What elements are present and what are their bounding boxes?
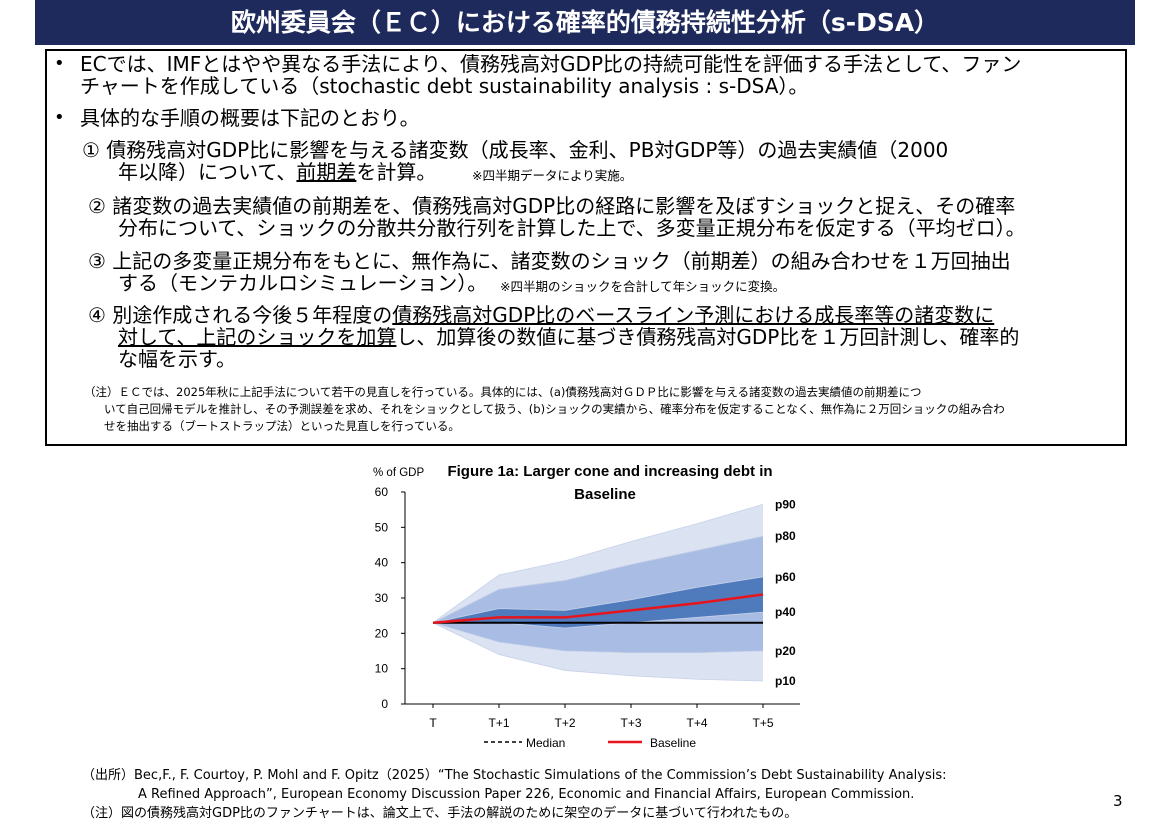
underlined-term: 前期差 <box>296 160 357 184</box>
x-tick-label: T+3 <box>620 716 641 730</box>
step-2-line-2: 分布について、ショックの分散共分散行列を計算した上で、多変量正規分布を仮定する（… <box>118 216 1026 240</box>
legend-baseline-label: Baseline <box>650 736 696 750</box>
y-tick-label: 0 <box>381 697 388 711</box>
bullet-marker: • <box>54 107 65 128</box>
source-note: （注）図の債務残高対GDP比のファンチャートは、論文上で、手法の解説のために架空… <box>82 806 798 821</box>
x-tick-label: T+4 <box>686 716 707 730</box>
x-tick-label: T+5 <box>752 716 773 730</box>
band-label-p10: p10 <box>775 674 796 688</box>
summary-box <box>45 49 1127 446</box>
bullet-marker: • <box>54 53 65 74</box>
y-tick-label: 40 <box>375 556 389 570</box>
x-tick-label: T+2 <box>554 716 575 730</box>
y-tick-label: 30 <box>375 591 389 605</box>
legend-median-label: Median <box>526 736 565 750</box>
fan-chart: p10 p20 p40 p60 p80 p90 0 10 20 30 40 50 60 T T+1 T+2 T+… <box>373 463 800 750</box>
step-2-line-1: ② 諸変数の過去実績値の前期差を、債務残高対GDP比の経路に影響を及ぼすショック… <box>88 194 1016 218</box>
source-line-1: （出所）Bec,F., F. Courtoy, P. Mohl and F. O… <box>82 768 947 783</box>
step-4-line-1: ④ 別途作成される今後５年程度の債務残高対GDP比のベースライン予測における成長… <box>88 303 995 327</box>
step-1-line-2: 年以降）について、前期差を計算。 <box>118 160 437 184</box>
band-label-p90: p90 <box>775 497 796 511</box>
band-label-p20: p20 <box>775 644 796 658</box>
step-4-line-3: な幅を示す。 <box>118 347 236 371</box>
chart-title: Figure 1a: Larger cone and increasing de… <box>447 463 772 480</box>
y-axis-label: % of GDP <box>373 467 424 479</box>
step-4-line-2: 対して、上記のショックを加算し、加算後の数値に基づき債務残高対GDP比を１万回計… <box>118 325 1020 349</box>
underlined-term: 債務残高対GDP比のベースライン予測における成長率等の諸変数に <box>392 303 995 327</box>
band-label-p60: p60 <box>775 570 796 584</box>
band-edge-p60 <box>432 576 764 624</box>
source-line-2: A Refined Approach”, European Economy Di… <box>138 787 915 802</box>
x-tick-label: T+1 <box>488 716 509 730</box>
underlined-term: 対して、上記のショックを加算 <box>118 325 397 349</box>
y-tick-label: 10 <box>375 662 389 676</box>
band-edge-p10 <box>432 622 764 682</box>
y-tick-label: 50 <box>375 520 389 534</box>
bullet-2: 具体的な手順の概要は下記のとおり。 <box>80 106 420 130</box>
bullet-1-line-2: チャートを作成している（stochastic debt sustainabili… <box>80 74 809 98</box>
box-note-line-1: （注）ＥＣでは、2025年秋に上記手法について若干の見直しを行っている。具体的に… <box>84 385 922 399</box>
band-edge-p80 <box>432 535 764 624</box>
y-tick-label: 20 <box>375 626 389 640</box>
band-label-p40: p40 <box>775 605 796 619</box>
step-1-note: ※四半期データにより実施。 <box>472 168 633 183</box>
band-edge-p90 <box>432 503 764 624</box>
step-3-note: ※四半期のショックを合計して年ショックに変換。 <box>500 279 786 294</box>
box-note-line-2: いて自己回帰モデルを推計し、その予測誤差を求め、それをショックとして扱う、(b)… <box>104 402 1005 416</box>
step-1-line-1: ① 債務残高対GDP比に影響を与える諸変数（成長率、金利、PB対GDP等）の過去… <box>82 138 949 162</box>
y-tick-label: 60 <box>375 485 389 499</box>
page-title: 欧州委員会（ＥＣ）における確率的債務持続性分析（s-DSA） <box>35 0 1135 45</box>
bullet-1-line-1: ECでは、IMFとはやや異なる手法により、債務残高対GDP比の持続可能性を評価す… <box>80 52 1022 76</box>
step-3-line-2: する（モンテカルロシミュレーション）。 <box>118 271 488 295</box>
x-tick-label: T <box>429 716 437 730</box>
band-label-p80: p80 <box>775 529 796 543</box>
box-note-line-3: せを抽出する（ブートストラップ法）といった見直しを行っている。 <box>104 419 460 433</box>
step-3-line-1: ③ 上記の多変量正規分布をもとに、無作為に、諸変数のショック（前期差）の組み合わ… <box>88 249 1011 273</box>
chart-title: Baseline <box>574 486 636 503</box>
band-edge-p20 <box>432 622 764 654</box>
band-p40-p60 <box>433 576 763 629</box>
baseline-line <box>432 593 764 624</box>
page-number: 3 <box>1113 792 1123 810</box>
